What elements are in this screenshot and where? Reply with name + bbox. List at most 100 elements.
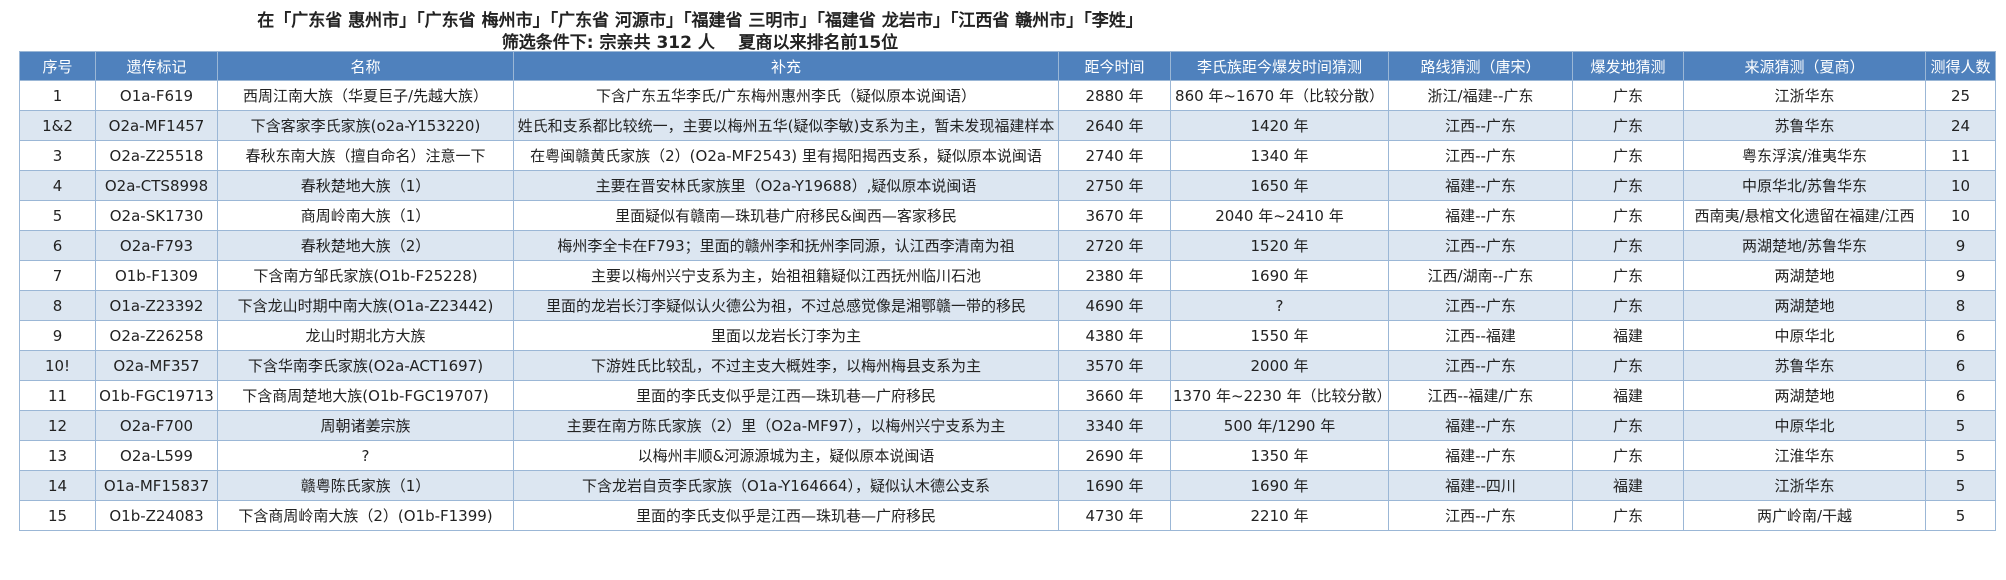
table-cell: 春秋楚地大族（1） [217, 170, 514, 201]
table-cell: 江西--广东 [1388, 500, 1573, 531]
table-row: 10! O2a-MF357 下含华南李氏家族(O2a-ACT1697) 下游姓氏比较乱… [19, 350, 1996, 381]
table-cell: 广东 [1572, 350, 1684, 381]
table-cell: 10! [19, 350, 96, 381]
table-cell: 860 年~1670 年（比较分散） [1170, 80, 1389, 111]
header-row: 序号 遗传标记 名称 补充 距今时间 李氏族距今爆发时间猜测 路线猜测（唐宋） 爆发地猜测 来源… [19, 51, 1996, 81]
table-cell: 下含商周楚地大族(O1b-FGC19707) [217, 380, 514, 411]
table-cell: 江浙华东 [1683, 470, 1926, 501]
table-cell: 广东 [1572, 230, 1684, 261]
table-cell: 姓氏和支系都比较统一，主要以梅州五华(疑似李敏)支系为主，暂未发现福建样本 [513, 110, 1059, 141]
table-cell: 1690 年 [1058, 470, 1171, 501]
table-cell: O2a-CTS8998 [95, 170, 218, 201]
table-cell: 25 [1925, 80, 1996, 111]
table-cell: 两湖楚地 [1683, 260, 1926, 291]
table-cell: 11 [1925, 140, 1996, 171]
table-cell: 西周江南大族（华夏巨子/先越大族） [217, 80, 514, 111]
table-cell: 两广岭南/干越 [1683, 500, 1926, 531]
table-cell: 商周岭南大族（1） [217, 200, 514, 231]
table-row: 9 O2a-Z26258 龙山时期北方大族 里面以龙岩长汀李为主 4380 年 1550 … [19, 320, 1996, 351]
table-cell: 2000 年 [1170, 350, 1389, 381]
column-header: 距今时间 [1058, 51, 1171, 81]
table-cell: 2750 年 [1058, 170, 1171, 201]
column-header: 遗传标记 [95, 51, 218, 81]
table-cell: 春秋楚地大族（2） [217, 230, 514, 261]
table-cell: 广东 [1572, 260, 1684, 291]
table-cell: 6 [1925, 350, 1996, 381]
table-cell: 4380 年 [1058, 320, 1171, 351]
table-cell: 13 [19, 440, 96, 471]
table-cell: 2880 年 [1058, 80, 1171, 111]
table-cell: O1b-FGC19713 [95, 380, 218, 411]
column-header: 来源猜测（夏商） [1683, 51, 1926, 81]
table-cell: 周朝诸姜宗族 [217, 410, 514, 441]
table-cell: 广东 [1572, 500, 1684, 531]
table-cell: 5 [1925, 410, 1996, 441]
table-cell: 里面疑似有赣南—珠玑巷广府移民&闽西—客家移民 [513, 200, 1059, 231]
table-cell: 里面的龙岩长汀李疑似认火德公为祖，不过总感觉像是湘鄂赣一带的移民 [513, 290, 1059, 321]
table-cell: 里面的李氏支似乎是江西—珠玑巷—广府移民 [513, 500, 1059, 531]
table-cell: 江西--广东 [1388, 110, 1573, 141]
table-cell: 下含龙山时期中南大族(O1a-Z23442) [217, 290, 514, 321]
table-row: 3 O2a-Z25518 春秋东南大族（擅自命名）注意一下 在粤闽赣黄氏家族（2）(O… [19, 140, 1996, 171]
title-line: 筛选条件下: 宗亲共 312 人 夏商以来排名前15位 [501, 33, 899, 53]
table-cell: 9 [1925, 260, 1996, 291]
table-cell: 江西--广东 [1388, 140, 1573, 171]
table-cell: O2a-F700 [95, 410, 218, 441]
table-cell: 苏鲁华东 [1683, 110, 1926, 141]
table-cell: 主要在南方陈氏家族（2）里（O2a-MF97），以梅州兴宁支系为主 [513, 410, 1059, 441]
table-cell: 3670 年 [1058, 200, 1171, 231]
table-cell: 赣粤陈氏家族（1） [217, 470, 514, 501]
column-header: 路线猜测（唐宋） [1388, 51, 1573, 81]
table-cell: 广东 [1572, 410, 1684, 441]
table-cell: 江西--福建 [1388, 320, 1573, 351]
table-cell: 15 [19, 500, 96, 531]
table-cell: 1550 年 [1170, 320, 1389, 351]
table-cell: 江西--广东 [1388, 350, 1573, 381]
table-row: 12 O2a-F700 周朝诸姜宗族 主要在南方陈氏家族（2）里（O2a-MF97），… [19, 410, 1996, 441]
table-row: 1 O1a-F619 西周江南大族（华夏巨子/先越大族） 下含广东五华李氏/广东梅州惠… [19, 80, 1996, 111]
table-cell: 西南夷/悬棺文化遗留在福建/江西 [1683, 200, 1926, 231]
table-cell: 福建--广东 [1388, 440, 1573, 471]
table-cell: 广东 [1572, 110, 1684, 141]
table-row: 5 O2a-SK1730 商周岭南大族（1） 里面疑似有赣南—珠玑巷广府移民&闽西—客… [19, 200, 1996, 231]
table-cell: 2740 年 [1058, 140, 1171, 171]
table-cell: 1690 年 [1170, 260, 1389, 291]
table-cell: 广东 [1572, 440, 1684, 471]
table-cell: O2a-SK1730 [95, 200, 218, 231]
table-cell: 4730 年 [1058, 500, 1171, 531]
table-cell: ? [217, 440, 514, 471]
table-cell: 江浙华东 [1683, 80, 1926, 111]
table-cell: 福建--广东 [1388, 410, 1573, 441]
table-cell: O1b-Z24083 [95, 500, 218, 531]
table-cell: 1350 年 [1170, 440, 1389, 471]
table-cell: 江西--福建/广东 [1388, 380, 1573, 411]
table-cell: 8 [1925, 290, 1996, 321]
title-line: 在「广东省 惠州市」「广东省 梅州市」「广东省 河源市」「福建省 三明市」「福建… [257, 11, 1143, 31]
table-cell: 2040 年~2410 年 [1170, 200, 1389, 231]
table-cell: 2640 年 [1058, 110, 1171, 141]
table-cell: 9 [19, 320, 96, 351]
table-cell: 9 [1925, 230, 1996, 261]
table-cell: 6 [1925, 380, 1996, 411]
table-cell: O1a-MF15837 [95, 470, 218, 501]
table-cell: 3340 年 [1058, 410, 1171, 441]
table-cell: 5 [1925, 440, 1996, 471]
table-cell: 中原华北 [1683, 410, 1926, 441]
table-row: 15 O1b-Z24083 下含商周岭南大族（2）(O1b-F1399) 里面的李氏支… [19, 500, 1996, 531]
table-cell: 14 [19, 470, 96, 501]
column-header: 测得人数 [1925, 51, 1996, 81]
table-cell: 下含华南李氏家族(O2a-ACT1697) [217, 350, 514, 381]
table-cell: 主要在晋安林氏家族里（O2a-Y19688）,疑似原本说闽语 [513, 170, 1059, 201]
table-cell: 福建 [1572, 470, 1684, 501]
table-row: 14 O1a-MF15837 赣粤陈氏家族（1） 下含龙岩自贡李氏家族（O1a-Y16… [19, 470, 1996, 501]
table-cell: 下含客家李氏家族(o2a-Y153220) [217, 110, 514, 141]
table-cell: 龙山时期北方大族 [217, 320, 514, 351]
table-cell: 6 [1925, 320, 1996, 351]
table-cell: 1340 年 [1170, 140, 1389, 171]
table-row: 6 O2a-F793 春秋楚地大族（2） 梅州李全卡在F793；里面的赣州李和抚州李同… [19, 230, 1996, 261]
table-cell: O2a-MF1457 [95, 110, 218, 141]
table-cell: O2a-L599 [95, 440, 218, 471]
table-row: 7 O1b-F1309 下含南方邹氏家族(O1b-F25228) 主要以梅州兴宁支系为… [19, 260, 1996, 291]
table-cell: O1a-Z23392 [95, 290, 218, 321]
